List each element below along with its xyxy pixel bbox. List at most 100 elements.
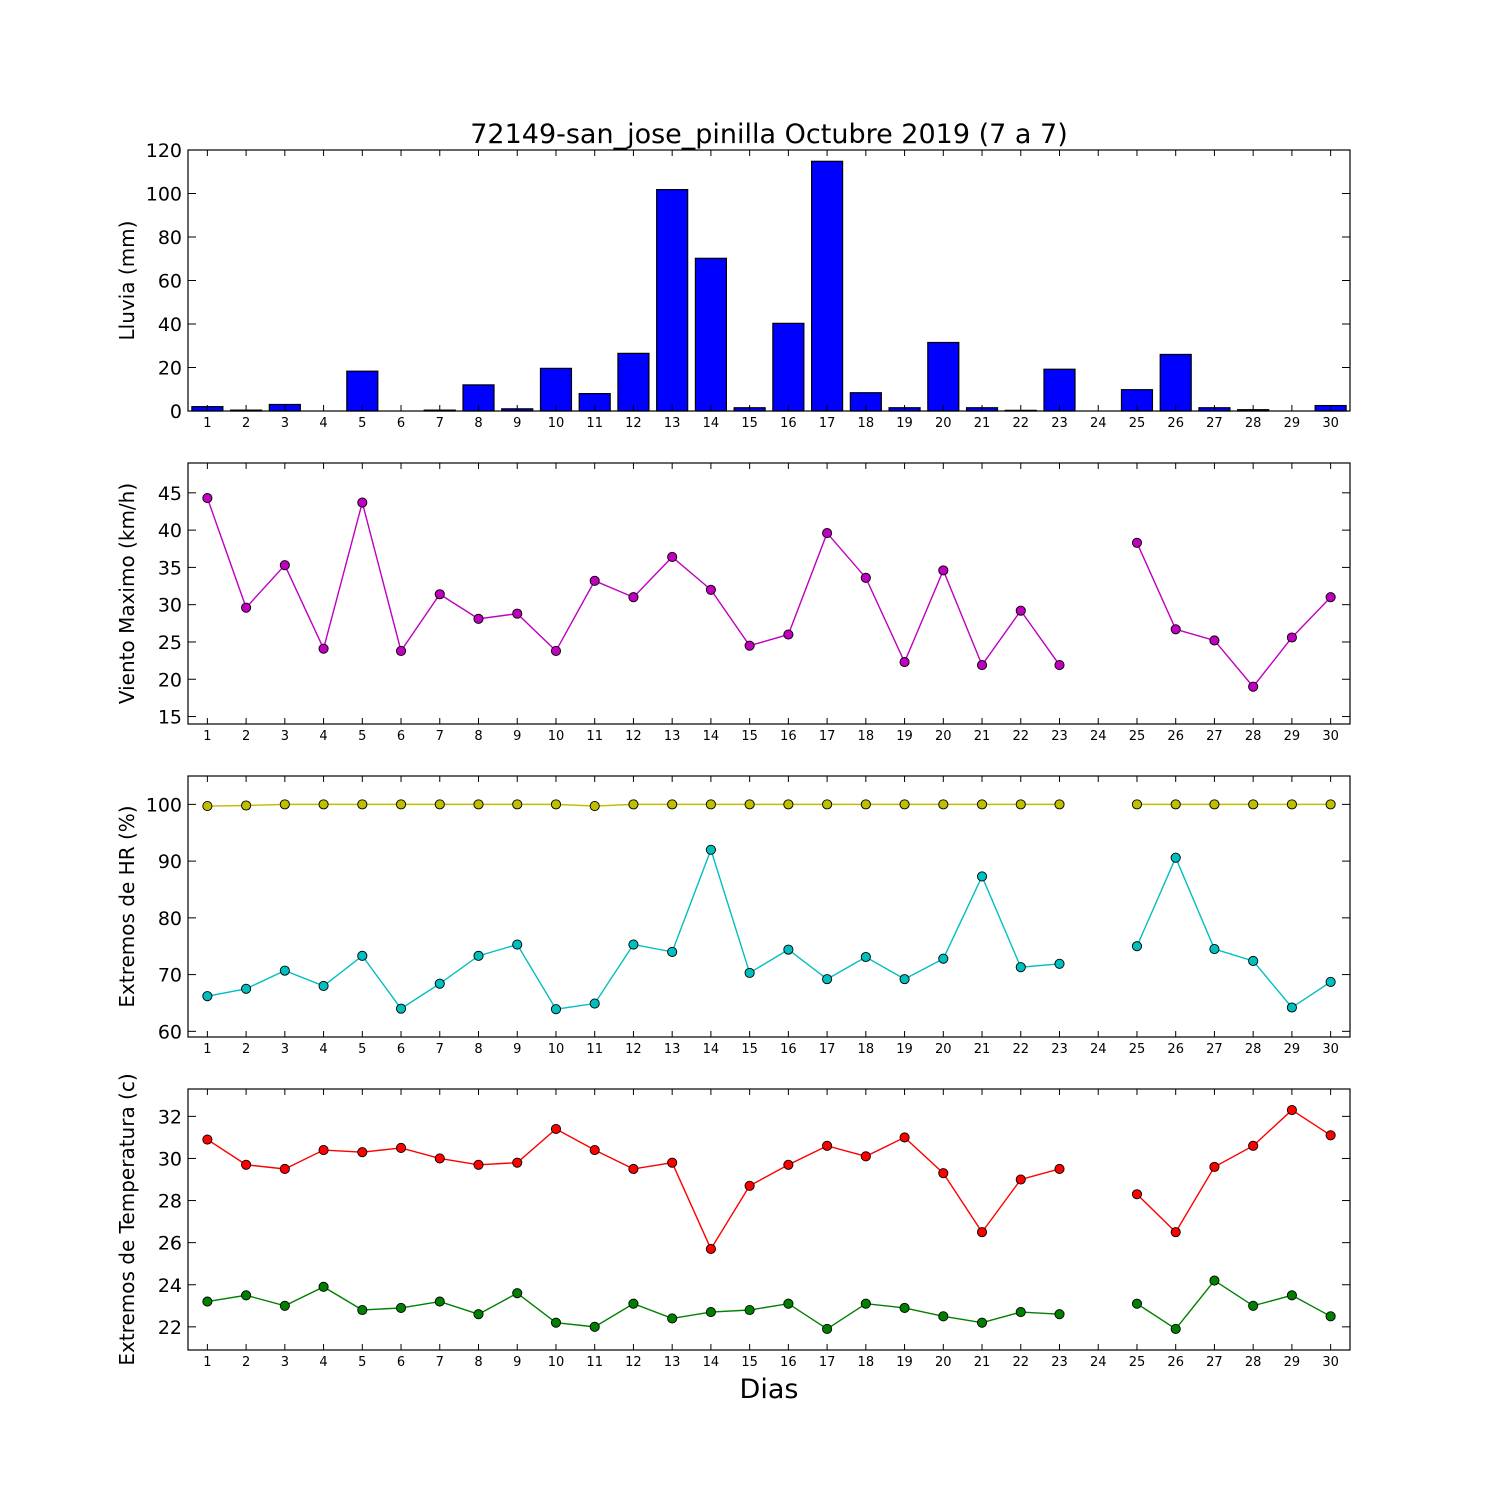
x-tick-label: 28 (1245, 1042, 1262, 1057)
x-tick-label: 16 (780, 729, 797, 744)
panel-2: 1 2 3 4 5 6 7 8 9 10 11 12 13 14 15 16 17 18 19 20 21 22 23 24 2… (115, 462, 1351, 744)
point-series-1-day-15 (744, 1180, 755, 1191)
y-tick-label: 60 (158, 1021, 182, 1043)
x-tick-label: 5 (358, 1355, 366, 1370)
point-series-1-day-8 (473, 799, 484, 810)
point-series-1-day-23 (1054, 660, 1065, 671)
point-series-2-day-18 (860, 1298, 871, 1309)
x-tick-label: 20 (935, 416, 952, 431)
point-series-2-day-6 (395, 1003, 407, 1014)
point-series-1-day-9 (512, 1157, 523, 1168)
x-tick-label: 5 (358, 1042, 366, 1057)
bar-day-5 (346, 370, 379, 412)
y-tick-label: 100 (146, 184, 182, 206)
x-tick-label: 4 (319, 729, 327, 744)
point-series-2-day-22 (1015, 1307, 1026, 1318)
point-series-1-day-3 (279, 799, 290, 810)
y-tick-label: 24 (158, 1275, 182, 1297)
point-series-2-day-2 (241, 983, 252, 994)
x-tick-label: 21 (974, 729, 991, 744)
x-tick-label: 19 (896, 416, 913, 431)
axes-frame (187, 1088, 1351, 1351)
x-tick-label: 7 (436, 416, 444, 431)
x-tick-label: 11 (586, 729, 603, 744)
y-tick-label: 26 (158, 1233, 182, 1255)
point-series-2-day-27 (1209, 944, 1220, 955)
point-series-1-day-9 (512, 608, 523, 619)
point-series-1-day-3 (279, 560, 290, 571)
point-series-1-day-13 (667, 551, 678, 563)
y-tick-label: 30 (158, 1148, 182, 1170)
point-series-2-day-15 (744, 1304, 755, 1316)
x-tick-label: 1 (203, 416, 211, 431)
point-series-1-day-5 (357, 799, 368, 810)
series-line-1 (207, 803, 1331, 807)
point-series-1-day-28 (1248, 1140, 1259, 1151)
point-series-2-day-25 (1131, 1298, 1143, 1309)
x-tick-label: 4 (319, 1042, 327, 1057)
x-tick-label: 21 (974, 1042, 991, 1057)
x-tick-label: 7 (436, 1355, 444, 1370)
x-tick-label: 9 (513, 1042, 521, 1057)
y-tick-label: 32 (158, 1106, 182, 1128)
x-tick-label: 10 (548, 1042, 565, 1057)
x-tick-label: 9 (513, 1355, 521, 1370)
y-tick-label: 20 (158, 669, 182, 691)
x-tick-label: 27 (1206, 1042, 1223, 1057)
point-series-1-day-17 (822, 799, 833, 810)
point-series-1-day-15 (744, 640, 755, 651)
point-series-1-day-19 (899, 657, 910, 668)
point-series-2-day-30 (1325, 976, 1336, 988)
panel-1: 1 2 3 4 5 6 7 8 9 10 11 12 13 14 15 16 17 18 19 20 21 22 23 24 2… (115, 140, 1351, 431)
point-series-1-day-1 (202, 1134, 213, 1145)
point-series-1-day-30 (1325, 799, 1336, 810)
point-series-1-day-26 (1170, 799, 1181, 810)
point-series-1-day-22 (1015, 605, 1026, 616)
point-series-1-day-29 (1286, 799, 1297, 810)
point-series-1-day-11 (589, 801, 600, 812)
axes-frame (187, 775, 1351, 1038)
point-series-2-day-7 (434, 978, 445, 989)
point-series-1-day-3 (279, 1163, 290, 1175)
point-series-2-day-4 (318, 1281, 329, 1292)
point-series-2-day-11 (589, 998, 600, 1009)
point-series-2-day-15 (744, 967, 755, 978)
x-tick-label: 19 (896, 1355, 913, 1370)
point-series-1-day-23 (1054, 799, 1065, 810)
x-tick-label: 27 (1206, 416, 1223, 431)
x-tick-label: 23 (1051, 416, 1068, 431)
y-tick-label: 22 (158, 1317, 182, 1339)
x-tick-label: 14 (703, 1042, 720, 1057)
y-tick-label: 0 (170, 401, 182, 423)
x-tick-label: 27 (1206, 729, 1223, 744)
x-tick-label: 24 (1090, 1355, 1107, 1370)
point-series-1-day-14 (705, 1243, 716, 1255)
x-tick-label: 18 (858, 729, 875, 744)
x-tick-label: 8 (474, 416, 482, 431)
x-tick-label: 25 (1129, 1355, 1146, 1370)
y-tick-label: 15 (158, 707, 182, 729)
x-tick-label: 21 (974, 1355, 991, 1370)
y-axis-label: Extremos de HR (%) (115, 805, 139, 1007)
point-series-2-day-29 (1286, 1002, 1297, 1013)
x-tick-label: 9 (513, 729, 521, 744)
point-series-2-day-3 (279, 1300, 290, 1311)
point-series-1-day-19 (899, 1132, 910, 1143)
x-tick-label: 7 (436, 729, 444, 744)
point-series-2-day-21 (976, 1317, 988, 1328)
bar-day-26 (1159, 353, 1192, 412)
point-series-1-day-7 (434, 589, 445, 600)
x-tick-label: 15 (741, 1042, 758, 1057)
point-series-2-day-13 (667, 946, 678, 957)
x-tick-label: 28 (1245, 729, 1262, 744)
x-tick-label: 30 (1322, 1042, 1339, 1057)
point-series-1-day-7 (434, 799, 445, 810)
x-tick-label: 15 (741, 729, 758, 744)
x-tick-label: 29 (1284, 1355, 1301, 1370)
x-tick-label: 14 (703, 729, 720, 744)
point-series-2-day-20 (938, 1311, 949, 1322)
panel-3: 1 2 3 4 5 6 7 8 9 10 11 12 13 14 15 16 17 18 19 20 21 22 23 24 2… (115, 775, 1351, 1057)
point-series-2-day-4 (318, 980, 329, 991)
x-tick-label: 14 (703, 1355, 720, 1370)
point-series-1-day-16 (783, 799, 794, 810)
